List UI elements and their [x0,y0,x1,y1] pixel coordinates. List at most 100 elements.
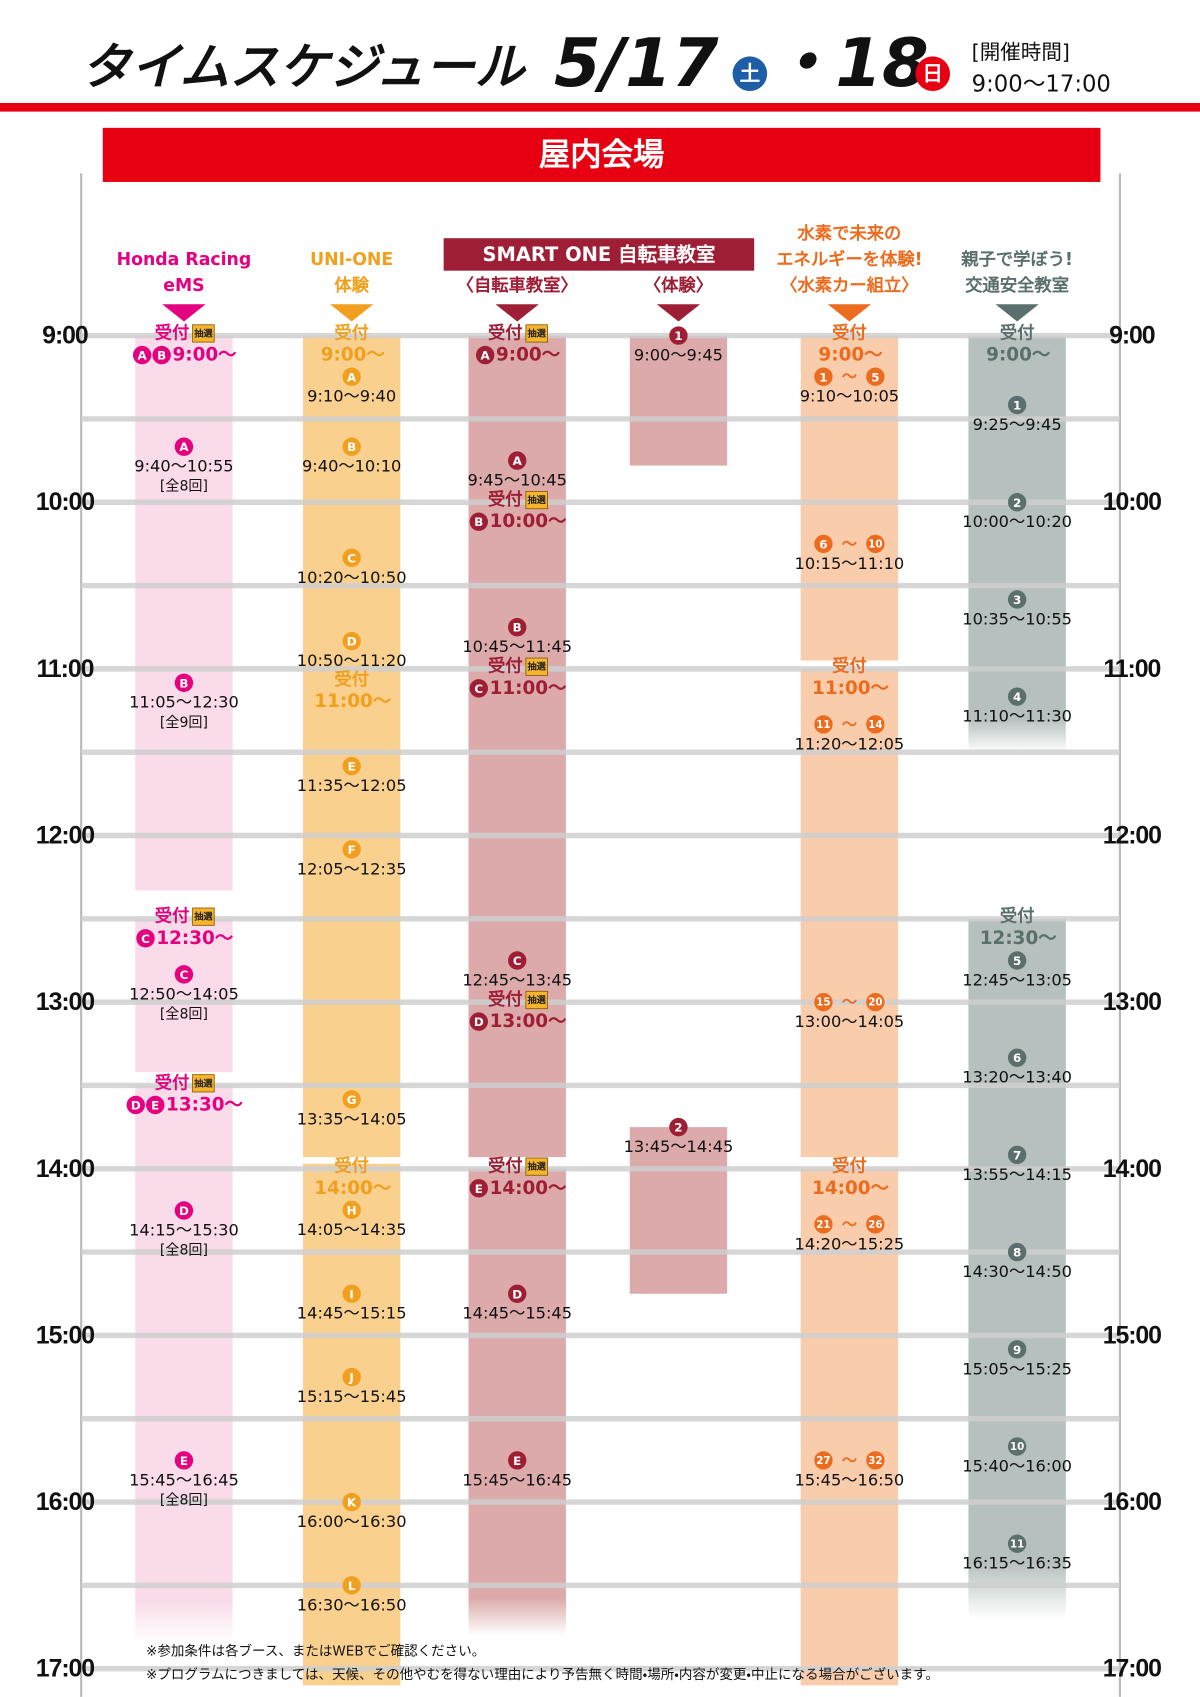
session: B 10:45～11:45 [462,618,572,656]
session: 21 ～ 26 14:20～15:25 [795,1215,904,1253]
badge-label: D [179,1204,189,1218]
range-separator: ～ [842,993,857,1011]
column-title: 交通安全教室 [965,275,1069,296]
reception-label: 受付 [155,906,190,927]
reception-time: 14:00～ [314,1178,391,1199]
time-label: 11:00 [37,655,94,683]
badge [1007,395,1027,415]
lottery-tag [525,657,548,676]
badge-label: B [347,440,356,454]
time-band [302,335,401,1158]
session: 4 11:10～11:30 [962,687,1072,726]
session: 6 ～ 10 10:15～11:10 [795,534,904,573]
badge [508,951,527,970]
column-title: 体験 [334,275,369,296]
session-time: 14:05～14:35 [297,1220,407,1239]
range-separator: ～ [842,1451,857,1469]
time-label: 16:00 [1103,1488,1161,1516]
session-time: 10:20～10:50 [297,568,407,587]
session: 2 10:00～10:20 [962,493,1072,531]
session-time: 10:00～10:20 [962,512,1072,531]
session-time: 13:45～14:45 [624,1137,734,1156]
badge-label: G [347,1093,357,1107]
badge [342,548,361,567]
session-time: 12:45～13:05 [962,970,1072,989]
badge [1007,1048,1027,1067]
reception: 受付 抽選 9:00～ A [475,322,561,366]
session: H 14:05～14:35 [297,1200,407,1239]
badge-label: 2 [1013,496,1021,510]
session-time: 10:35～10:55 [962,609,1072,628]
lottery-label: 抽選 [528,327,547,339]
session-note: [全8回] [160,1242,208,1258]
badge [342,1284,361,1303]
badge [866,534,885,554]
reception: 受付 抽選 13:30～ D E [126,1072,244,1115]
badge [1007,1242,1027,1262]
session: C 12:50～14:05 [全8回] [129,965,239,1022]
reception-time: 9:00～ [321,345,386,366]
note: ※プログラムにつきましては、天候、その他やむを得ない理由により予告無く時間・場所… [146,1666,939,1683]
session-time: 13:55～14:15 [962,1165,1072,1184]
session-time: 15:40～16:00 [962,1456,1072,1475]
lottery-tag [525,324,548,343]
badge [174,965,194,984]
session-time: 9:25～9:45 [973,415,1062,434]
session: D 14:15～15:30 [全8回] [129,1201,239,1258]
badge [469,512,488,531]
session-time: 11:35～12:05 [297,776,407,795]
badge [1007,951,1027,970]
lottery-tag [192,907,215,926]
reception-label: 受付 [334,669,369,690]
column-arrow [495,304,539,322]
session: A 9:40～10:55 [全8回] [134,437,234,495]
session: 27 ～ 32 15:45～16:50 [795,1451,904,1489]
day: 日 [922,62,943,86]
hours: 9:00～17:00 [972,72,1111,98]
badge [342,437,361,456]
reception-time: 9:00～ [496,345,561,366]
session: G 13:35～14:05 [297,1090,407,1128]
badge [342,367,361,386]
hours-label: [開催時間] [972,40,1070,64]
session-time: 12:05～12:35 [297,859,407,878]
session-time: 14:30～14:50 [962,1262,1072,1281]
badge-label: 6 [819,537,827,551]
badge [1007,1437,1027,1456]
venue-banner [102,127,1101,182]
badge [174,673,194,692]
badge-label: 1 [1013,399,1021,413]
column-title: Honda Racing [117,250,252,270]
reception-label: 受付 [832,1156,867,1177]
session-time: 12:50～14:05 [129,984,239,1003]
badge [342,1090,361,1109]
time-label: 12:00 [36,822,94,850]
badge [508,1451,527,1470]
session: 9 15:05～15:25 [962,1340,1072,1378]
badge-label: E [348,760,356,774]
badge-label: E [513,1454,521,1468]
badge [508,451,527,470]
badge-label: E [180,1454,188,1468]
time-band [135,335,233,891]
reception-label: 受付 [334,322,369,343]
column-title: 〈自転車教室〉 [457,275,578,296]
badge-label: 1 [674,329,682,343]
session-time: 9:40～10:10 [302,457,401,476]
session-time: 14:45～15:45 [462,1304,572,1323]
badge-label: B [157,349,166,363]
session: D 10:50～11:20 [297,631,407,670]
session: 1 9:00～9:45 [634,326,723,365]
session: 7 13:55～14:15 [962,1145,1072,1184]
session-time: 9:40～10:55 [134,457,233,476]
badge-label: D [131,1098,141,1112]
time-label: 10:00 [1103,488,1161,516]
session: 5 12:45～13:05 [962,951,1072,989]
badge-label: L [348,1579,356,1593]
session-time: 10:50～11:20 [297,651,407,670]
reception-label: 受付 [488,1156,523,1177]
badge [866,992,885,1012]
reception: 受付 抽選 11:00～ C [469,656,567,699]
reception: 受付 抽選 12:30～ C [136,906,234,949]
badge [126,1095,145,1115]
